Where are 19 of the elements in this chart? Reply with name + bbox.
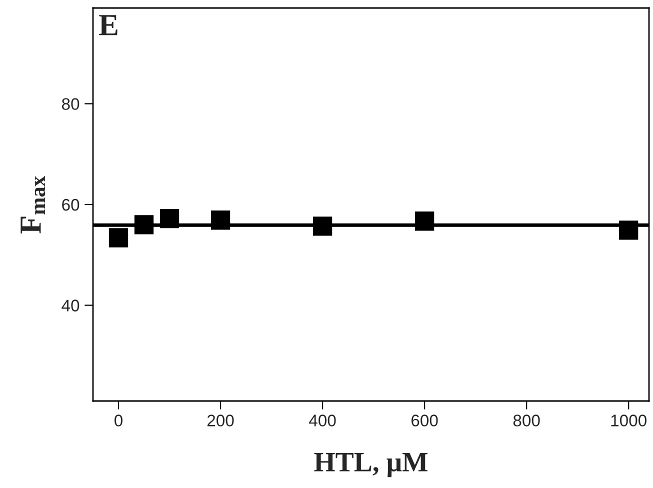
x-tick-label: 400 (309, 414, 336, 426)
x-tick-label: 0 (114, 414, 122, 426)
y-tick-label: 80 (62, 98, 80, 110)
point (312, 216, 332, 236)
point (414, 212, 434, 231)
y-tick-label: 60 (62, 198, 80, 211)
y-axis-title: F$_{max}$ (20, 176, 46, 234)
point (160, 209, 180, 228)
x-tick-label: 1000 (611, 414, 646, 426)
y-tick-label: 40 (62, 300, 80, 312)
annotation: E (99, 15, 118, 36)
point (210, 210, 230, 230)
x-tick-label: 200 (207, 414, 234, 426)
point (108, 228, 128, 248)
x-tick-label: 800 (513, 414, 540, 426)
point (134, 215, 154, 234)
point (619, 220, 638, 240)
x-axis-title: HTL, μM (314, 453, 428, 478)
x-tick-label: 600 (412, 414, 438, 426)
